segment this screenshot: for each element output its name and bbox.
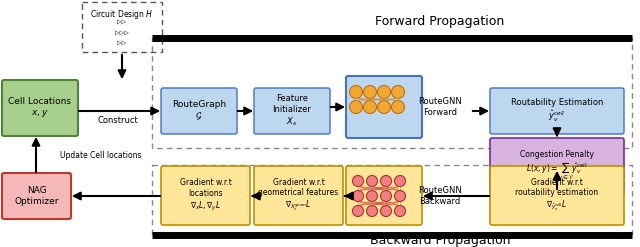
Circle shape [353,206,364,217]
Circle shape [381,206,392,217]
FancyBboxPatch shape [2,80,78,136]
Text: ▷▷
▷▷▷
▷▷: ▷▷ ▷▷▷ ▷▷ [115,17,129,47]
Text: Construct: Construct [98,116,138,124]
Circle shape [349,85,362,99]
FancyBboxPatch shape [2,173,71,219]
Text: Gradient w.r.t
geometrical features
$\nabla_{X_v^{geom}}L$: Gradient w.r.t geometrical features $\na… [259,178,339,213]
Circle shape [392,101,404,114]
Text: Congestion Penalty
$L(x,y)=\sum_{v\in\mathcal{V}}\hat{y}_v^{cell}$: Congestion Penalty $L(x,y)=\sum_{v\in\ma… [520,150,594,182]
Circle shape [367,190,378,202]
Text: Update Cell locations: Update Cell locations [60,150,141,160]
FancyBboxPatch shape [254,88,330,134]
Circle shape [381,190,392,202]
Text: RouteGNN
Forward: RouteGNN Forward [418,97,461,117]
Circle shape [364,85,376,99]
FancyBboxPatch shape [161,88,237,134]
Text: RouteGraph
$\mathcal{G}$: RouteGraph $\mathcal{G}$ [172,100,226,122]
Text: Circuit Design $H$: Circuit Design $H$ [90,8,154,21]
Circle shape [367,206,378,217]
Bar [152,165,632,235]
FancyBboxPatch shape [161,166,250,225]
FancyBboxPatch shape [346,76,422,138]
Circle shape [394,190,406,202]
Text: Gradient w.r.t
routability estimation
$\nabla_{\hat{y}_v^{cell}}L$: Gradient w.r.t routability estimation $\… [515,178,598,213]
Circle shape [394,206,406,217]
Text: Backward Propagation: Backward Propagation [370,233,510,247]
Bar [82,2,162,52]
Bar [152,38,632,148]
Circle shape [381,176,392,186]
Circle shape [349,101,362,114]
Circle shape [367,176,378,186]
FancyBboxPatch shape [254,166,343,225]
Text: Routability Estimation
$\hat{y}_v^{cell}$: Routability Estimation $\hat{y}_v^{cell}… [511,98,603,124]
Circle shape [394,176,406,186]
Circle shape [353,190,364,202]
Circle shape [378,101,390,114]
Circle shape [392,85,404,99]
Text: NAG
Optimizer: NAG Optimizer [14,186,59,206]
Text: RouteGNN
Backward: RouteGNN Backward [418,186,461,206]
FancyBboxPatch shape [346,166,422,225]
FancyBboxPatch shape [490,138,624,194]
Circle shape [364,101,376,114]
Text: Cell Locations
$x, y$: Cell Locations $x, y$ [8,97,72,119]
Circle shape [353,176,364,186]
Circle shape [378,85,390,99]
FancyBboxPatch shape [490,166,624,225]
Text: Forward Propagation: Forward Propagation [376,16,504,28]
Text: Feature
Initializer
$X_s$: Feature Initializer $X_s$ [273,94,312,128]
Text: Gradient w.r.t
locations
$\nabla_x L, \nabla_y L$: Gradient w.r.t locations $\nabla_x L, \n… [180,178,232,213]
FancyBboxPatch shape [490,88,624,134]
